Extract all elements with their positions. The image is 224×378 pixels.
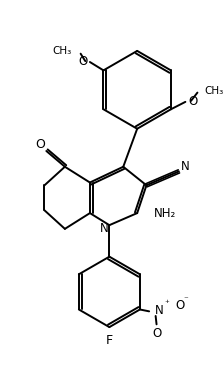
- Text: N: N: [99, 222, 108, 235]
- Text: O: O: [78, 54, 87, 68]
- Text: N: N: [155, 304, 164, 317]
- Text: O: O: [35, 138, 45, 151]
- Text: O: O: [188, 95, 197, 108]
- Text: ⁺: ⁺: [164, 299, 169, 308]
- Text: N: N: [181, 160, 190, 173]
- Text: CH₃: CH₃: [205, 86, 224, 96]
- Text: O: O: [175, 299, 184, 312]
- Text: F: F: [106, 333, 113, 347]
- Text: O: O: [152, 327, 161, 340]
- Text: ⁻: ⁻: [183, 296, 188, 305]
- Text: CH₃: CH₃: [52, 46, 71, 56]
- Text: NH₂: NH₂: [154, 207, 176, 220]
